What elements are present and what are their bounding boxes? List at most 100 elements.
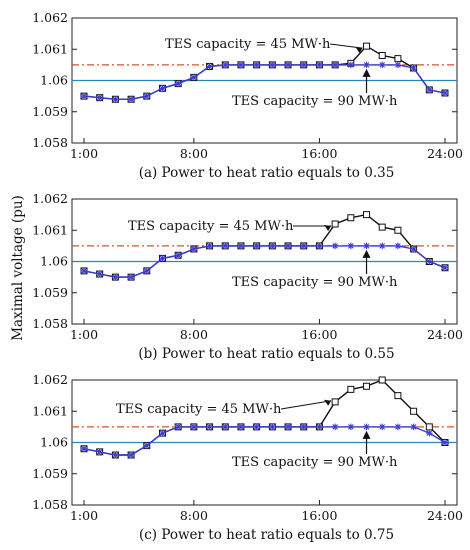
data-point-star [159,85,166,92]
y-tick-label: 1.062 [32,10,68,25]
data-point-star [80,267,88,275]
x-tick-label: 24:00 [427,327,463,342]
annotation-arrowhead [324,399,332,406]
data-point-star [143,267,150,275]
y-tick-label: 1.06 [40,254,68,269]
data-point-star [284,423,292,431]
data-point-square [378,223,386,231]
data-point-star [331,242,339,250]
data-point-star [426,258,433,265]
data-point-star [237,61,245,69]
data-point-star [316,423,323,431]
data-point-square [425,423,433,431]
data-point-star [143,92,150,100]
data-point-square [347,385,355,393]
data-point-star [410,423,417,431]
data-point-square [394,392,402,400]
annotation-label: TES capacity = 45 MW·h [128,219,294,234]
annotation-label: TES capacity = 45 MW·h [165,37,331,52]
annotation-arrowhead [355,47,363,54]
data-point-star [394,242,402,250]
data-point-star [394,61,402,69]
data-point-square [331,220,339,228]
data-point-star [269,61,276,69]
data-point-star [300,423,307,431]
annotation-label: TES capacity = 90 MW·h [232,94,398,109]
data-point-star [284,242,292,250]
data-point-star [426,429,433,437]
data-point-star [222,423,229,431]
panel-caption: (b) Power to heat ratio equals to 0.55 [138,346,394,362]
data-point-star [190,245,198,253]
data-point-star [237,242,245,250]
data-point-star [441,264,449,271]
data-point-star [331,423,339,431]
chart-panel-0: 1.058 1.059 1.06 1.061 1.062 1:00 8:00 16:00 24:… [32,10,463,181]
panel-caption: (a) Power to heat ratio equals to 0.35 [139,165,395,181]
data-point-star [410,245,417,253]
x-tick-label: 24:00 [427,146,463,161]
annotation-arrowhead [362,68,371,77]
chart-panel-2: 1.058 1.059 1.06 1.061 1.062 1:00 8:00 16:00 24:… [32,372,463,543]
data-point-square [363,42,371,50]
data-point-star [269,242,276,250]
data-point-star [316,242,323,250]
series-line-1 [83,426,446,456]
data-point-star [159,255,166,262]
data-point-star [300,242,307,250]
data-point-star [127,96,135,103]
data-point-square [394,55,402,63]
x-tick-label: 16:00 [301,146,337,161]
y-tick-label: 1.062 [32,191,68,206]
data-point-star [174,252,182,259]
data-point-square [410,407,418,415]
x-tick-label: 24:00 [427,508,463,523]
annotation-label: TES capacity = 45 MW·h [116,402,282,417]
data-point-square [378,376,386,384]
y-tick-label: 1.06 [40,435,68,450]
data-point-square [394,226,402,234]
y-tick-label: 1.061 [32,403,68,418]
data-point-star [394,423,402,431]
data-point-star [206,423,213,431]
data-point-star [253,242,260,250]
data-point-square [363,382,371,390]
data-point-star [222,242,229,250]
annotation-label: TES capacity = 90 MW·h [232,455,398,470]
y-tick-label: 1.058 [32,135,68,150]
data-point-square [347,214,355,222]
data-point-star [284,61,292,69]
data-point-square [378,52,386,59]
x-tick-label: 16:00 [301,327,337,342]
chart-panels: 1.058 1.059 1.06 1.061 1.062 1:00 8:00 16:00 24:… [32,10,463,543]
y-tick-label: 1.059 [32,285,68,300]
x-tick-label: 1:00 [70,327,98,342]
data-point-star [206,63,213,70]
annotation-arrowhead [324,225,332,231]
y-tick-label: 1.058 [32,497,68,512]
data-point-star [363,242,370,250]
x-tick-label: 8:00 [180,146,208,161]
data-point-star [363,423,370,431]
y-axis-label: Maximal voltage (pu) [10,195,26,341]
y-tick-label: 1.06 [40,73,68,88]
data-point-star [269,423,276,431]
annotation-arrow [280,400,332,410]
data-point-star [300,61,307,69]
data-point-star [222,61,229,69]
data-point-star [316,61,323,69]
data-point-star [127,273,135,281]
y-tick-label: 1.061 [32,222,68,237]
data-point-star [237,423,245,431]
data-point-star [441,439,449,446]
annotation-arrowhead [362,249,371,258]
x-tick-label: 8:00 [180,327,208,342]
series-line-0 [83,45,446,101]
data-point-star [441,89,449,97]
chart-panel-1: 1.058 1.059 1.06 1.061 1.062 1:00 8:00 16:00 24:… [32,191,463,362]
x-tick-label: 16:00 [301,508,337,523]
data-point-star [112,96,119,103]
data-point-star [143,442,150,449]
data-point-star [379,242,386,250]
data-point-star [80,92,88,100]
